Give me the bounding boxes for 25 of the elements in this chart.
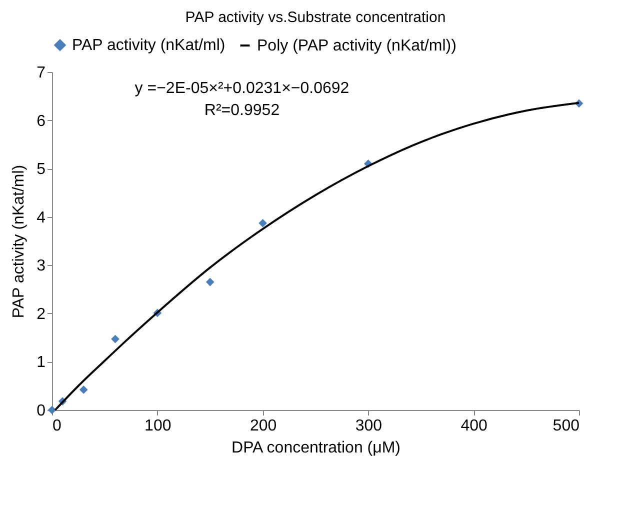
- annotation: y =−2E-05×²+0.0231×−0.0692: [134, 80, 350, 97]
- y-tick-label: 0: [36, 402, 46, 420]
- y-tick-label: 6: [36, 112, 46, 130]
- point: [206, 278, 214, 286]
- legend-label: Poly (PAP activity (nKat/ml)): [257, 38, 456, 54]
- x-tick-label: 200: [250, 418, 277, 434]
- legend-label: PAP activity (nKat/ml): [72, 37, 226, 54]
- x-axis-title: DPA concentration (μM): [232, 440, 400, 456]
- y-tick-label: 4: [36, 209, 46, 226]
- y-tick-label: 3: [36, 258, 46, 275]
- chart-title: PAP activity vs.Substrate concentration: [185, 9, 446, 26]
- x-tick-label: 400: [460, 418, 488, 434]
- x-tick-label: 300: [355, 418, 382, 434]
- x-tick-label: 100: [144, 418, 172, 434]
- annotation: R²=0.9952: [204, 102, 280, 119]
- x-tick-label: 500: [552, 418, 580, 434]
- point: [111, 334, 120, 344]
- point: [79, 386, 88, 394]
- y-tick-label: 1: [36, 354, 46, 372]
- y-axis-title: PAP activity (nKat/ml): [10, 164, 28, 318]
- x-tick-label: 0: [52, 418, 62, 434]
- y-tick-label: 7: [36, 64, 46, 82]
- point: [258, 218, 267, 228]
- y-tick-label: 2: [36, 306, 46, 323]
- y-tick-label: 5: [36, 161, 46, 178]
